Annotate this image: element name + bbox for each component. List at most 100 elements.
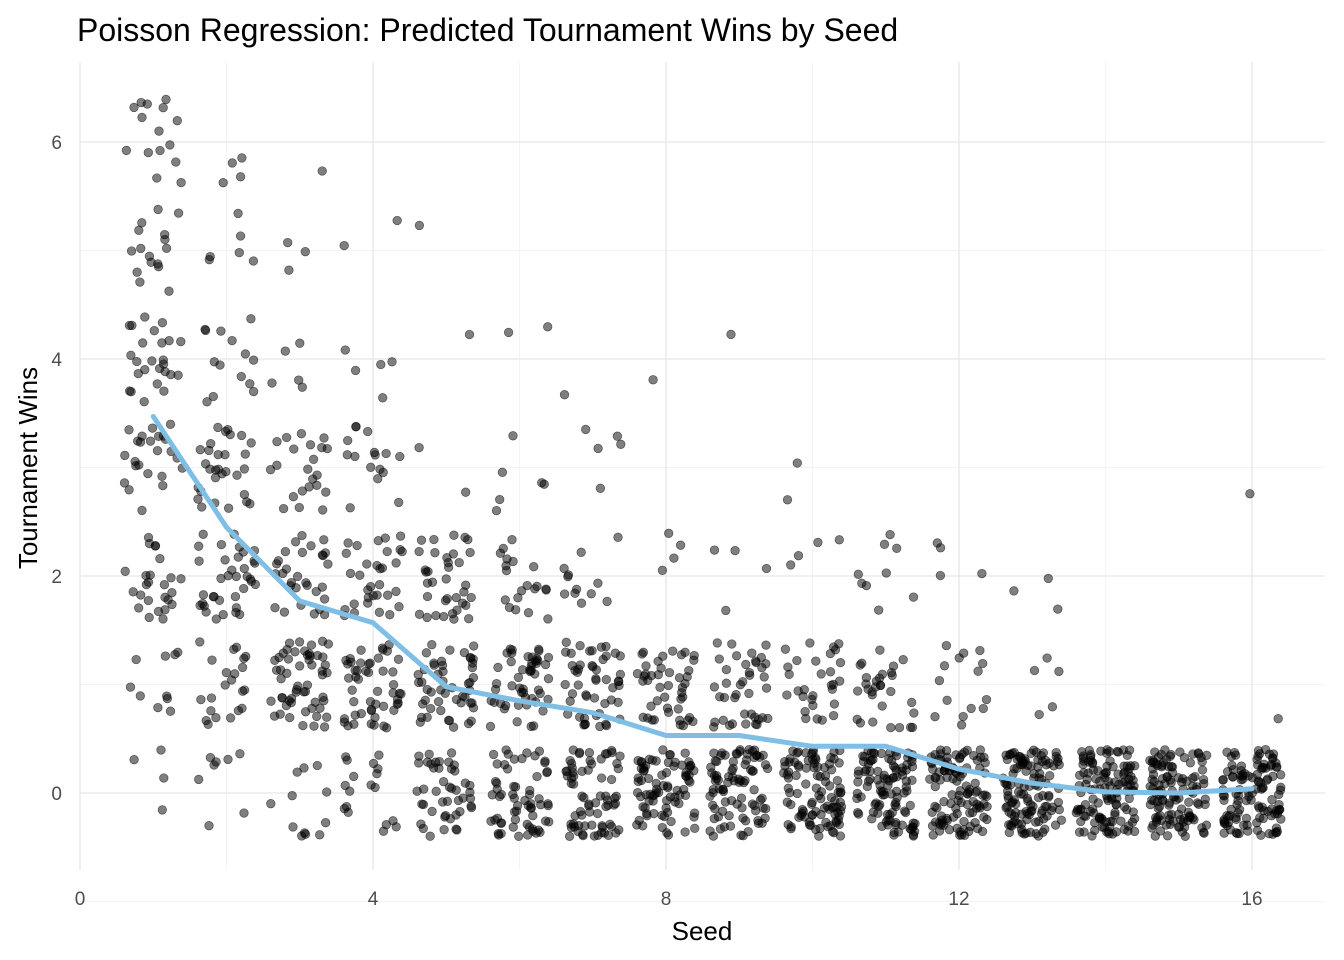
data-point [309,721,319,731]
data-point [416,712,427,723]
data-point [414,751,424,761]
data-point [352,666,362,676]
data-point [1105,756,1115,766]
data-point [668,646,678,656]
data-point [888,772,899,783]
data-point [1087,831,1097,841]
data-point [239,464,250,474]
data-point [601,674,611,685]
data-point [935,570,946,581]
x-tick-label: 8 [661,889,672,910]
data-point [449,530,459,540]
data-point [584,748,595,758]
data-point [372,590,382,600]
data-point [391,586,401,597]
data-point [1021,806,1031,817]
data-point [710,756,720,766]
data-point [981,694,992,705]
data-point [290,647,300,657]
data-point [145,436,156,446]
data-point [395,451,405,462]
data-point [485,721,496,732]
data-point [542,767,552,777]
data-point [605,819,615,829]
data-point [414,220,425,231]
data-point [901,776,911,786]
data-point [231,642,242,652]
data-point [759,672,769,682]
data-point [741,755,752,765]
data-point [925,774,935,784]
data-point [867,687,877,697]
data-point [813,537,823,548]
data-point [744,744,754,755]
data-point [300,686,311,697]
data-point [429,660,439,670]
data-point [126,387,136,397]
data-point [832,775,843,786]
data-point [208,391,218,402]
data-point [221,667,232,678]
data-point [137,218,147,228]
data-point [1110,807,1120,818]
data-point [514,831,524,841]
data-point [574,748,585,759]
data-point [1081,811,1091,821]
data-point [159,773,169,783]
data-point [644,754,655,764]
data-point [689,655,699,665]
data-point [436,656,447,666]
data-point [283,237,293,248]
data-point [165,419,176,429]
data-point [1174,822,1185,832]
data-point [322,787,332,797]
data-point [143,595,154,606]
data-point [374,580,385,590]
data-point [491,505,502,516]
data-point [1052,756,1063,767]
x-tick-label: 0 [75,889,86,910]
data-point [204,255,214,265]
data-point [1245,489,1255,499]
data-point [970,817,980,828]
x-tick-label: 12 [948,889,969,910]
data-point [319,594,330,604]
data-point [591,675,601,685]
data-point [465,793,476,804]
y-tick-label: 4 [51,350,62,371]
data-point [136,590,146,600]
data-point [153,702,163,713]
data-point [866,755,876,765]
data-point [522,580,532,591]
data-point [871,798,881,808]
data-point [345,568,356,579]
data-point [494,791,505,802]
data-point [365,696,376,707]
data-point [509,781,519,792]
data-point [632,820,642,830]
data-point [196,694,206,705]
data-point [673,704,683,714]
data-point [143,532,154,543]
data-point [1255,813,1265,823]
minor-gridlines-x [226,62,1106,870]
data-point [289,444,299,454]
data-point [235,172,246,182]
data-point [856,792,866,802]
data-point [248,386,259,397]
data-point [1270,809,1280,819]
data-point [801,763,811,773]
data-point [1157,762,1167,772]
data-point [468,703,479,713]
data-point [200,325,211,336]
data-point [543,322,553,332]
data-point [150,541,161,551]
data-point [736,775,746,786]
data-point [1119,824,1130,835]
data-point [855,660,865,670]
data-point [227,565,237,575]
data-point [374,750,384,760]
data-point [295,338,305,348]
data-point [934,818,945,828]
data-point [308,454,319,464]
